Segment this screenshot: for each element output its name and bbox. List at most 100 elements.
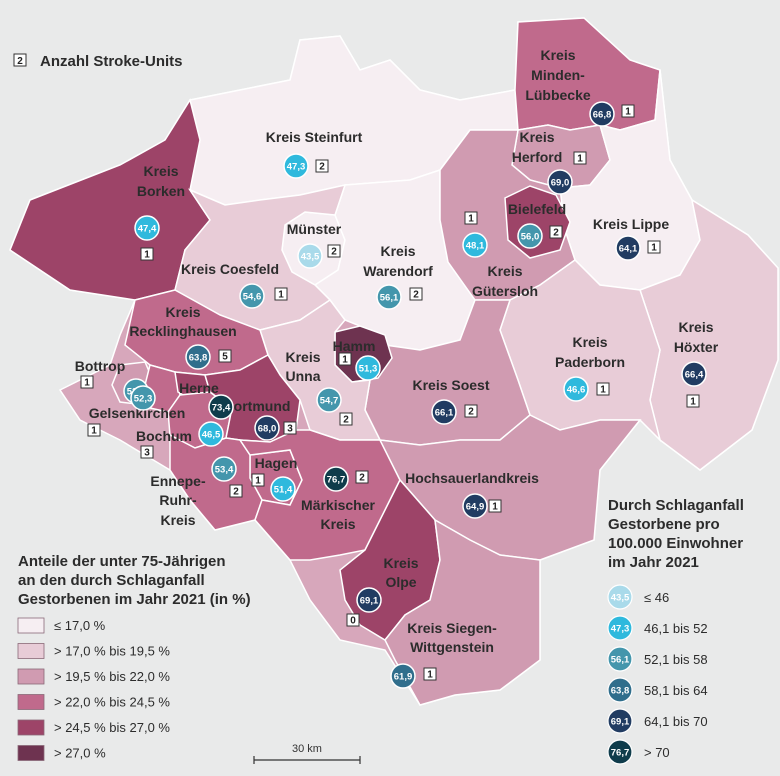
death-legend-swatch-3 <box>607 646 633 672</box>
region-label-kreis-recklinghausen-1: Kreis <box>165 304 200 320</box>
region-label-kreis-herford-1: Kreis <box>519 129 554 145</box>
share-legend-title-line-3: Gestorbenen im Jahr 2021 (in %) <box>18 591 251 608</box>
death-rate-value-hagen: 51,4 <box>274 485 293 496</box>
death-rate-value-kreis-steinfurt: 47,3 <box>287 162 306 173</box>
stroke-units-box-kreis-minden-luebbecke <box>621 104 635 118</box>
stroke-units-value-kreis-minden-luebbecke: 1 <box>625 107 631 118</box>
region-label-kreis-minden-luebbecke-2: Minden- <box>531 67 585 83</box>
share-legend-title-line-1: Anteile der unter 75-Jährigen <box>18 553 226 570</box>
region-label-kreis-unna-2: Unna <box>286 368 321 384</box>
death-rate-value-kreis-herford: 69,0 <box>551 178 570 189</box>
stroke-units-box-kreis-lippe <box>647 240 661 254</box>
death-legend-swatch-1 <box>607 584 633 610</box>
stroke-units-box-hochsauerlandkreis <box>488 499 502 513</box>
death-legend-sample-4: 63,8 <box>611 686 630 697</box>
death-legend-label-6: > 70 <box>644 745 670 760</box>
death-legend-title-line-4: im Jahr 2021 <box>608 554 699 571</box>
stroke-units-value-kreis-hoexter: 1 <box>690 397 696 408</box>
region-label-maerkischer-kreis-2: Kreis <box>320 516 355 532</box>
death-rate-value-kreis-lippe: 64,1 <box>619 244 638 255</box>
region-label-kreis-guetersloh-2: Gütersloh <box>472 283 538 299</box>
death-rate-marker-kreis-warendorf <box>376 284 402 310</box>
death-rate-value-kreis-coesfeld: 54,6 <box>243 292 262 303</box>
death-rate-marker-bielefeld <box>517 223 543 249</box>
region-label-kreis-lippe: Kreis Lippe <box>593 216 669 232</box>
stroke-units-value-kreis-unna: 2 <box>343 415 349 426</box>
stroke-units-value-kreis-steinfurt: 2 <box>319 162 325 173</box>
stroke-units-box-bielefeld <box>549 225 563 239</box>
stroke-units-value-hagen: 1 <box>255 476 261 487</box>
share-legend-label-1: ≤ 17,0 % <box>54 618 106 633</box>
death-rate-value-kreis-unna: 54,7 <box>320 396 339 407</box>
death-rate-value-kreis-siegen-wittgenstein: 61,9 <box>394 672 413 683</box>
death-rate-marker-kreis-minden-luebbecke <box>589 101 615 127</box>
stroke-units-box-muenster <box>327 244 341 258</box>
region-label-kreis-warendorf-2: Warendorf <box>363 263 433 279</box>
stroke-units-value-kreis-olpe: 0 <box>350 616 356 627</box>
share-legend-swatch-3 <box>17 668 45 685</box>
stroke-units-box-kreis-steinfurt <box>315 159 329 173</box>
death-rate-marker-kreis-recklinghausen <box>185 344 211 370</box>
region-label-ennepe-ruhr-kreis-2: Ruhr- <box>159 492 197 508</box>
stroke-units-value-ennepe-ruhr-kreis: 2 <box>233 487 239 498</box>
death-rate-value-kreis-hoexter: 66,4 <box>685 370 704 381</box>
region-label-maerkischer-kreis-1: Märkischer <box>301 497 375 513</box>
death-rate-marker-bochum <box>198 421 224 447</box>
death-rate-value-kreis-recklinghausen: 63,8 <box>189 353 208 364</box>
death-rate-value-kreis-paderborn: 46,6 <box>567 385 586 396</box>
stroke-units-value-hamm: 1 <box>342 355 348 366</box>
stroke-units-value-maerkischer-kreis: 2 <box>359 473 365 484</box>
region-label-kreis-soest: Kreis Soest <box>412 377 489 393</box>
death-legend-sample-6: 76,7 <box>611 748 630 759</box>
death-legend-title-line-3: 100.000 Einwohner <box>608 535 743 552</box>
stroke-units-box-kreis-hoexter <box>686 394 700 408</box>
death-rate-marker-kreis-borken <box>134 215 160 241</box>
region-label-hochsauerlandkreis: Hochsauerlandkreis <box>405 470 539 486</box>
region-label-kreis-siegen-wittgenstein-1: Kreis Siegen- <box>407 620 497 636</box>
death-rate-value-bielefeld: 56,0 <box>521 232 540 243</box>
death-rate-marker-kreis-paderborn <box>563 376 589 402</box>
share-legend-swatch-4 <box>17 694 45 710</box>
stroke-units-value-kreis-borken: 1 <box>144 250 150 261</box>
death-rate-marker-kreis-steinfurt <box>283 153 309 179</box>
stroke-units-box-kreis-borken <box>140 247 154 261</box>
death-rate-value-kreis-guetersloh: 48,1 <box>466 241 485 252</box>
death-rate-value-herne: 73,4 <box>212 403 231 414</box>
share-legend-swatch-5 <box>17 719 45 736</box>
region-label-bielefeld: Bielefeld <box>508 201 566 217</box>
stroke-units-legend: 2 Anzahl Stroke-Units <box>13 53 183 70</box>
scale-bar: 30 km <box>253 743 361 764</box>
stroke-units-value-bielefeld: 2 <box>553 228 559 239</box>
death-legend-label-5: 64,1 bis 70 <box>644 714 708 729</box>
share-legend-swatch-1 <box>17 617 45 634</box>
death-rate-marker-kreis-lippe <box>615 235 641 261</box>
stroke-units-value-bottrop: 1 <box>84 378 90 389</box>
region-label-bochum: Bochum <box>136 428 192 444</box>
death-rate-value-kreis-minden-luebbecke: 66,8 <box>593 110 612 121</box>
death-legend-sample-1: 43,5 <box>611 593 630 604</box>
stroke-units-box-kreis-soest <box>464 404 478 418</box>
death-rate-marker-hagen <box>270 476 296 502</box>
share-legend-label-2: > 17,0 % bis 19,5 % <box>54 644 170 659</box>
stroke-units-box-bochum <box>140 445 154 459</box>
share-legend-swatch-6 <box>17 745 45 761</box>
region-label-dortmund: Dortmund <box>224 398 291 414</box>
share-legend-swatch-2 <box>17 643 45 659</box>
stroke-units-value-kreis-warendorf: 2 <box>413 290 419 301</box>
region-label-kreis-olpe-1: Kreis <box>383 555 418 571</box>
region-label-kreis-recklinghausen-2: Recklinghausen <box>129 323 236 339</box>
stroke-units-value-kreis-soest: 2 <box>468 407 474 418</box>
death-rate-marker-kreis-siegen-wittgenstein <box>390 663 416 689</box>
stroke-units-box-gelsenkirchen <box>87 423 101 437</box>
death-legend-label-4: 58,1 bis 64 <box>644 683 708 698</box>
stroke-units-value-kreis-guetersloh: 1 <box>468 214 474 225</box>
region-label-muenster: Münster <box>287 221 342 237</box>
death-rate-value-hamm: 51,3 <box>359 364 378 375</box>
death-rate-value-kreis-warendorf: 56,1 <box>380 293 399 304</box>
death-rate-marker-kreis-soest <box>431 399 457 425</box>
death-rate-marker-ennepe-ruhr-kreis <box>211 456 237 482</box>
death-legend-swatch-4 <box>607 677 633 703</box>
death-legend-swatch-5 <box>607 708 633 734</box>
stroke-units-box-kreis-recklinghausen <box>218 349 232 363</box>
